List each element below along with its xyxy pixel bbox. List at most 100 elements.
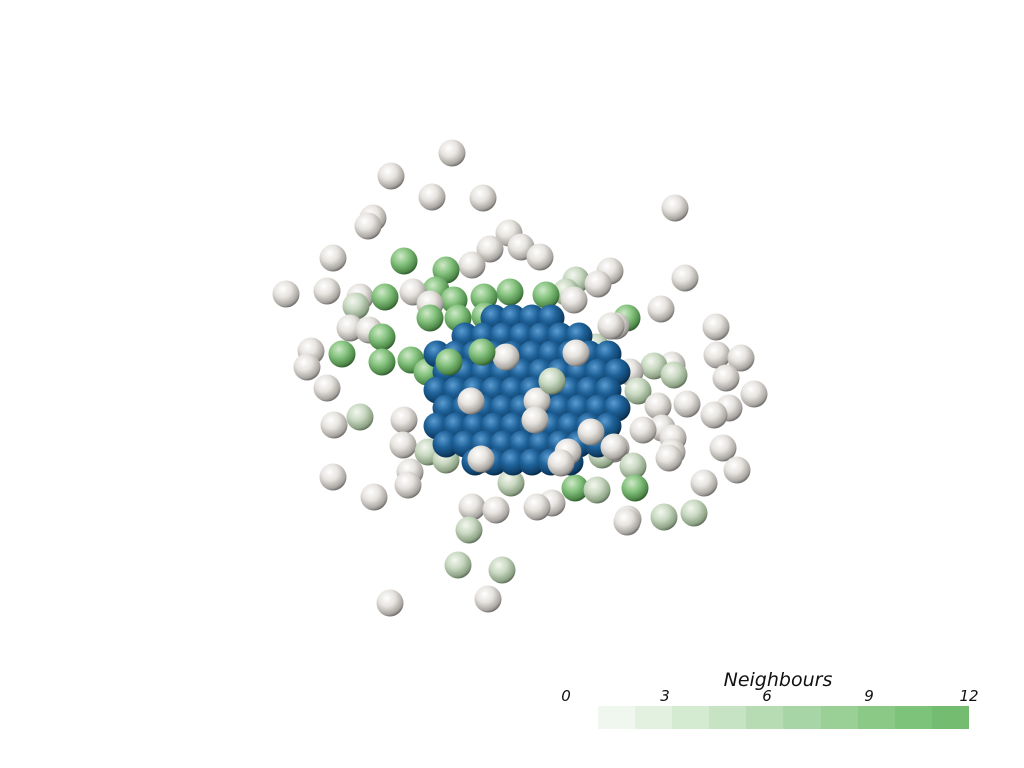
atom-low-coordination	[577, 418, 605, 446]
atom-green	[435, 348, 463, 376]
colorbar-tick-9: 9	[864, 687, 874, 705]
atom-green	[561, 474, 589, 502]
atom-low-coordination	[457, 387, 485, 415]
colorbar-tick-6: 6	[762, 687, 772, 705]
atom-low-coordination	[476, 235, 504, 263]
atom-low-coordination	[690, 469, 718, 497]
atom-low-coordination	[560, 286, 588, 314]
atom-low-coordination	[458, 493, 486, 521]
atom-green	[368, 323, 396, 351]
atom-low-coordination	[418, 183, 446, 211]
atom-low-coordination	[313, 374, 341, 402]
atom-low-coordination	[647, 295, 675, 323]
atom-low-coordination	[600, 433, 628, 461]
atom-green	[468, 338, 496, 366]
colorbar-tick-0: 0	[561, 687, 571, 705]
atom-low-coordination	[712, 364, 740, 392]
atom-low-coordination	[655, 444, 683, 472]
atom-low-coordination	[376, 589, 404, 617]
atom-low-coordination	[469, 184, 497, 212]
atom-low-coordination	[377, 162, 405, 190]
colorbar-title: Neighbours	[723, 669, 833, 691]
atom-low-coordination	[526, 243, 554, 271]
atom-low-coordination	[319, 244, 347, 272]
atom-low-coordination	[700, 401, 728, 429]
atom-low-coordination	[319, 463, 347, 491]
atom-low-coordination	[320, 411, 348, 439]
atom-low-coordination	[482, 496, 510, 524]
atom-green	[470, 283, 498, 311]
atom-high-coordination	[518, 448, 546, 476]
atom-pale-green	[444, 551, 472, 579]
colorbar-swatch	[857, 706, 895, 729]
atom-low-coordination	[521, 406, 549, 434]
atom-low-coordination	[597, 312, 625, 340]
atom-low-coordination	[584, 270, 612, 298]
atom-low-coordination	[293, 353, 321, 381]
atom-green	[532, 281, 560, 309]
atom-pale-green	[538, 367, 566, 395]
colorbar-swatch	[672, 706, 710, 729]
atom-low-coordination	[394, 471, 422, 499]
atom-low-coordination	[523, 493, 551, 521]
atom-low-coordination	[702, 313, 730, 341]
atom-green	[328, 340, 356, 368]
atom-green	[416, 304, 444, 332]
atom-pale-green	[342, 292, 370, 320]
colorbar-gradient	[598, 706, 969, 729]
atom-low-coordination	[492, 343, 520, 371]
atom-green	[432, 256, 460, 284]
atom-low-coordination	[474, 585, 502, 613]
atom-pale-green	[583, 476, 611, 504]
colorbar-swatch	[783, 706, 821, 729]
atom-green	[371, 283, 399, 311]
atom-low-coordination	[467, 445, 495, 473]
atom-low-coordination	[723, 456, 751, 484]
atom-pale-green	[346, 403, 374, 431]
atom-pale-green	[624, 377, 652, 405]
atom-green	[496, 278, 524, 306]
atom-low-coordination	[272, 280, 300, 308]
colorbar-swatch	[894, 706, 932, 729]
atom-pale-green	[680, 499, 708, 527]
atom-pale-green	[455, 516, 483, 544]
atom-pale-green	[650, 503, 678, 531]
atom-low-coordination	[740, 380, 768, 408]
atom-high-coordination	[499, 448, 527, 476]
atom-pale-green	[660, 361, 688, 389]
colorbar-legend: Neighbours 0 3 6 9 12	[560, 666, 980, 736]
atom-low-coordination	[389, 431, 417, 459]
colorbar-tick-12: 12	[959, 687, 979, 705]
atom-low-coordination	[354, 212, 382, 240]
atom-low-coordination	[644, 392, 672, 420]
atom-low-coordination	[438, 139, 466, 167]
atom-low-coordination	[703, 341, 731, 369]
colorbar-swatch	[635, 706, 673, 729]
colorbar-swatch	[709, 706, 747, 729]
atom-low-coordination	[709, 434, 737, 462]
atom-low-coordination	[727, 344, 755, 372]
atom-low-coordination	[390, 406, 418, 434]
atom-low-coordination	[671, 264, 699, 292]
atom-low-coordination	[661, 194, 689, 222]
atom-low-coordination	[547, 449, 575, 477]
colorbar-swatch	[820, 706, 858, 729]
atom-high-coordination	[432, 430, 460, 458]
atom-pale-green	[497, 469, 525, 497]
atom-low-coordination	[562, 339, 590, 367]
colorbar-swatch	[746, 706, 784, 729]
colorbar-tick-3: 3	[660, 687, 670, 705]
colorbar-swatch	[598, 706, 636, 729]
atom-green	[621, 474, 649, 502]
atom-low-coordination	[613, 508, 641, 536]
atom-low-coordination	[629, 416, 657, 444]
colorbar-swatch	[931, 706, 969, 729]
atom-low-coordination	[360, 483, 388, 511]
atom-pale-green	[619, 452, 647, 480]
atom-low-coordination	[673, 390, 701, 418]
atom-pale-green	[488, 556, 516, 584]
atom-green	[390, 247, 418, 275]
atom-low-coordination	[313, 277, 341, 305]
